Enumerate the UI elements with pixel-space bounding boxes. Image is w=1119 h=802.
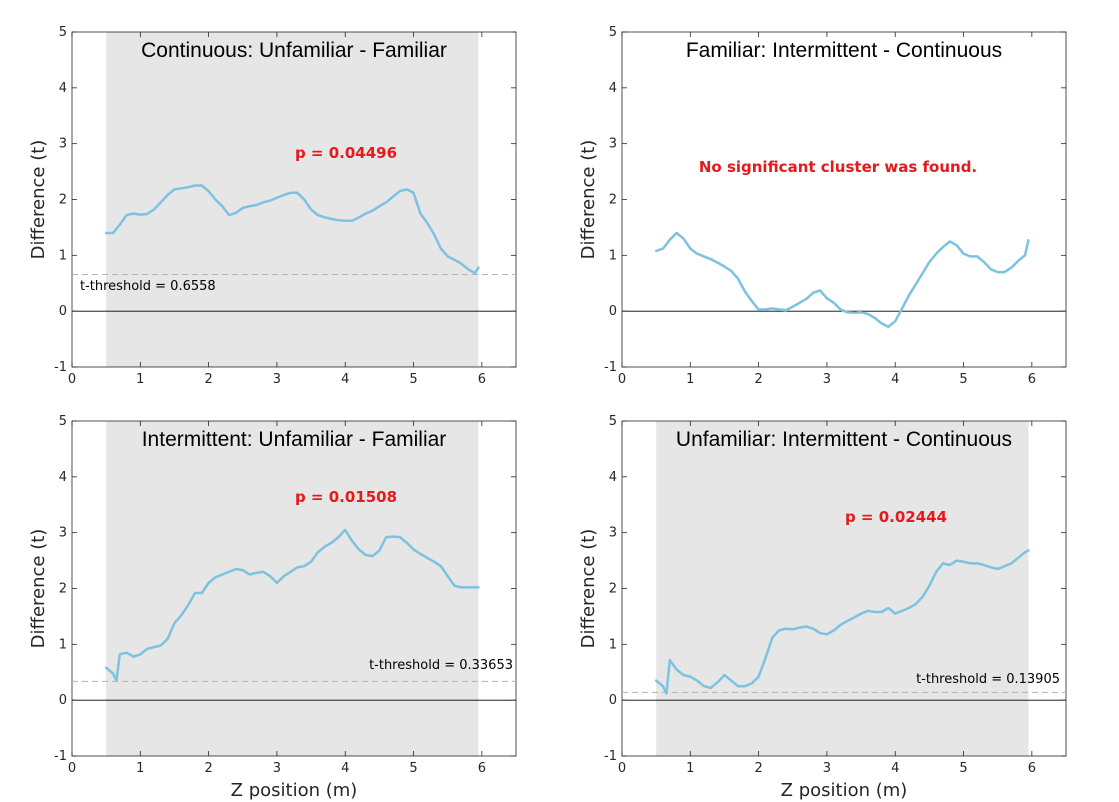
- y-axis-label: Difference (t): [28, 529, 49, 649]
- y-tick-label: 5: [59, 414, 67, 429]
- x-tick-label: 6: [478, 761, 486, 776]
- y-tick-label: 3: [609, 137, 617, 152]
- y-axis-label: Difference (t): [28, 140, 49, 260]
- y-tick-label: 1: [609, 637, 617, 652]
- significance-label: p = 0.02444: [845, 508, 947, 526]
- y-tick-label: -1: [604, 749, 617, 764]
- x-axis-label: Z position (m): [231, 780, 358, 801]
- y-tick-label: -1: [604, 360, 617, 375]
- threshold-label: t-threshold = 0.6558: [80, 279, 216, 294]
- y-tick-label: 1: [59, 248, 67, 263]
- x-tick-label: 3: [823, 761, 831, 776]
- y-tick-label: 5: [609, 414, 617, 429]
- x-tick-label: 5: [409, 372, 417, 387]
- x-tick-label: 4: [341, 372, 349, 387]
- x-tick-label: 0: [68, 761, 76, 776]
- y-tick-label: 0: [609, 693, 617, 708]
- x-tick-label: 2: [754, 761, 762, 776]
- y-tick-label: 2: [609, 193, 617, 208]
- x-axis-label: Z position (m): [781, 780, 908, 801]
- panel-title: Continuous: Unfamiliar - Familiar: [141, 39, 447, 62]
- y-tick-label: 3: [609, 526, 617, 541]
- series-line: [104, 528, 480, 682]
- y-tick-label: 1: [609, 248, 617, 263]
- cluster-shade: [656, 421, 1029, 756]
- y-tick-label: 4: [609, 81, 617, 96]
- panel-title: Unfamiliar: Intermittent - Continuous: [676, 428, 1012, 451]
- y-tick-label: 5: [609, 25, 617, 40]
- y-axis-label: Difference (t): [578, 140, 599, 260]
- y-tick-label: 3: [59, 137, 67, 152]
- panel-title: Intermittent: Unfamiliar - Familiar: [142, 428, 447, 451]
- axes-box: [621, 31, 1067, 368]
- significance-label: p = 0.01508: [295, 488, 397, 506]
- series-line: [654, 231, 1030, 329]
- x-tick-label: 6: [1028, 761, 1036, 776]
- series-line: [654, 549, 1030, 695]
- x-tick-label: 1: [686, 761, 694, 776]
- x-tick-label: 2: [754, 372, 762, 387]
- x-tick-label: 6: [478, 372, 486, 387]
- y-tick-label: -1: [54, 749, 67, 764]
- x-tick-label: 2: [204, 761, 212, 776]
- series-line: [104, 184, 480, 275]
- x-tick-label: 1: [686, 372, 694, 387]
- significance-label: p = 0.04496: [295, 144, 397, 162]
- x-tick-label: 4: [341, 761, 349, 776]
- y-tick-label: 0: [59, 304, 67, 319]
- x-tick-label: 0: [618, 372, 626, 387]
- x-tick-label: 3: [273, 372, 281, 387]
- cluster-shade: [106, 421, 479, 756]
- y-tick-label: 1: [59, 637, 67, 652]
- y-tick-label: 0: [59, 693, 67, 708]
- x-tick-label: 6: [1028, 372, 1036, 387]
- x-tick-label: 1: [136, 761, 144, 776]
- x-tick-label: 0: [68, 372, 76, 387]
- y-tick-label: 2: [609, 582, 617, 597]
- threshold-label: t-threshold = 0.33653: [369, 658, 513, 673]
- x-tick-label: 5: [409, 761, 417, 776]
- x-tick-label: 3: [823, 372, 831, 387]
- x-tick-label: 1: [136, 372, 144, 387]
- y-tick-label: 2: [59, 582, 67, 597]
- y-tick-label: 4: [59, 81, 67, 96]
- y-tick-label: 3: [59, 526, 67, 541]
- y-tick-label: 4: [609, 470, 617, 485]
- y-tick-label: 4: [59, 470, 67, 485]
- x-tick-label: 2: [204, 372, 212, 387]
- y-tick-label: 0: [609, 304, 617, 319]
- y-axis-label: Difference (t): [578, 529, 599, 649]
- x-tick-label: 0: [618, 761, 626, 776]
- x-tick-label: 5: [959, 372, 967, 387]
- panel-title: Familiar: Intermittent - Continuous: [686, 39, 1002, 62]
- y-tick-label: 2: [59, 193, 67, 208]
- y-tick-label: -1: [54, 360, 67, 375]
- x-tick-label: 5: [959, 761, 967, 776]
- x-tick-label: 3: [273, 761, 281, 776]
- y-tick-label: 5: [59, 25, 67, 40]
- significance-label: No significant cluster was found.: [699, 158, 977, 176]
- threshold-label: t-threshold = 0.13905: [916, 672, 1060, 687]
- x-tick-label: 4: [891, 761, 899, 776]
- x-tick-label: 4: [891, 372, 899, 387]
